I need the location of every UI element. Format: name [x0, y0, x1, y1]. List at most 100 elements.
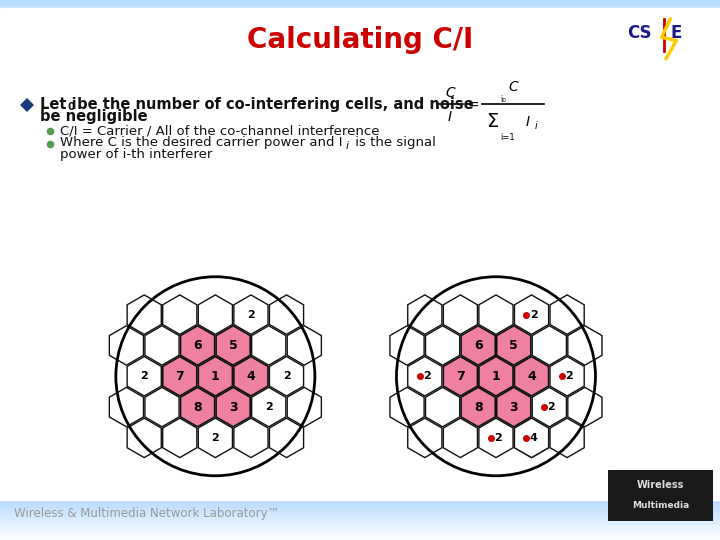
Polygon shape	[550, 356, 584, 396]
Text: Where C is the desired carrier power and I: Where C is the desired carrier power and…	[60, 136, 342, 149]
Polygon shape	[234, 356, 268, 396]
Text: 2: 2	[530, 309, 537, 320]
Polygon shape	[444, 418, 477, 457]
Bar	[0, 22, 720, 23]
Polygon shape	[568, 387, 602, 427]
Bar	[0, 14, 720, 15]
Bar	[0, 26, 720, 28]
Bar	[0, 19, 720, 21]
Text: 2: 2	[212, 433, 219, 443]
Polygon shape	[461, 326, 495, 365]
Text: C: C	[508, 80, 518, 94]
Text: 3: 3	[510, 401, 518, 414]
Polygon shape	[426, 387, 459, 427]
Polygon shape	[515, 418, 549, 457]
Bar	[0, 511, 720, 512]
Bar	[0, 0, 720, 1]
Bar	[0, 519, 720, 521]
Bar	[0, 506, 720, 508]
Text: 0: 0	[68, 103, 75, 112]
Polygon shape	[497, 326, 531, 365]
Bar	[0, 532, 720, 534]
Bar	[0, 501, 720, 503]
Bar	[0, 15, 720, 16]
Polygon shape	[269, 356, 304, 396]
Text: Σ: Σ	[486, 112, 498, 131]
Bar	[0, 4, 720, 5]
Text: 2: 2	[283, 372, 290, 381]
Bar	[0, 529, 720, 530]
Bar	[0, 522, 720, 524]
Text: Multimedia: Multimedia	[632, 501, 689, 510]
Text: I: I	[448, 110, 452, 124]
Bar	[0, 39, 720, 40]
Bar	[0, 527, 720, 529]
Polygon shape	[408, 356, 442, 396]
Text: 7: 7	[456, 370, 465, 383]
Bar	[0, 535, 720, 537]
Bar	[0, 530, 720, 532]
Text: C: C	[445, 86, 455, 100]
Bar	[0, 512, 720, 514]
Bar	[0, 1, 720, 2]
Bar	[0, 43, 720, 44]
Text: Calculating C/I: Calculating C/I	[247, 26, 473, 55]
Polygon shape	[426, 326, 459, 365]
Bar	[0, 46, 720, 48]
Polygon shape	[252, 387, 286, 427]
Text: 4: 4	[246, 370, 256, 383]
Polygon shape	[444, 295, 477, 334]
Bar	[0, 11, 720, 12]
Bar	[0, 30, 720, 31]
Polygon shape	[198, 295, 233, 334]
Polygon shape	[515, 418, 549, 457]
Text: 2: 2	[494, 433, 502, 443]
Bar	[0, 517, 720, 519]
Polygon shape	[479, 418, 513, 457]
Text: 1: 1	[211, 370, 220, 383]
Text: 5: 5	[509, 339, 518, 352]
Bar	[0, 40, 720, 42]
Text: Wireless: Wireless	[637, 480, 684, 490]
Polygon shape	[234, 418, 268, 457]
Polygon shape	[181, 326, 215, 365]
Bar	[0, 33, 720, 34]
Text: 2: 2	[140, 372, 148, 381]
Polygon shape	[163, 295, 197, 334]
Polygon shape	[234, 295, 268, 334]
Bar	[0, 25, 720, 26]
Polygon shape	[163, 356, 197, 396]
Text: 2: 2	[565, 372, 573, 381]
Text: E: E	[670, 24, 682, 42]
Text: I: I	[526, 114, 530, 129]
Text: power of i-th interferer: power of i-th interferer	[60, 148, 212, 161]
Polygon shape	[198, 356, 233, 396]
Polygon shape	[532, 326, 567, 365]
Polygon shape	[127, 356, 161, 396]
Polygon shape	[390, 326, 424, 365]
Polygon shape	[163, 418, 197, 457]
Text: be negligible: be negligible	[40, 109, 147, 124]
Bar	[0, 34, 720, 35]
Polygon shape	[127, 295, 161, 334]
Bar	[0, 48, 720, 49]
Bar	[0, 537, 720, 538]
Polygon shape	[550, 418, 584, 457]
Text: i=1: i=1	[500, 133, 515, 142]
Polygon shape	[408, 295, 442, 334]
Bar	[0, 38, 720, 39]
Bar	[0, 35, 720, 36]
Polygon shape	[287, 326, 321, 365]
Polygon shape	[269, 418, 304, 457]
Bar	[0, 45, 720, 46]
Text: 6: 6	[193, 339, 202, 352]
Text: 2: 2	[265, 402, 273, 412]
Polygon shape	[461, 387, 495, 427]
Polygon shape	[568, 326, 602, 365]
Text: 3: 3	[229, 401, 238, 414]
Text: CS: CS	[627, 24, 652, 42]
Bar	[0, 534, 720, 535]
Polygon shape	[515, 295, 549, 334]
Bar	[0, 504, 720, 506]
Polygon shape	[287, 387, 321, 427]
